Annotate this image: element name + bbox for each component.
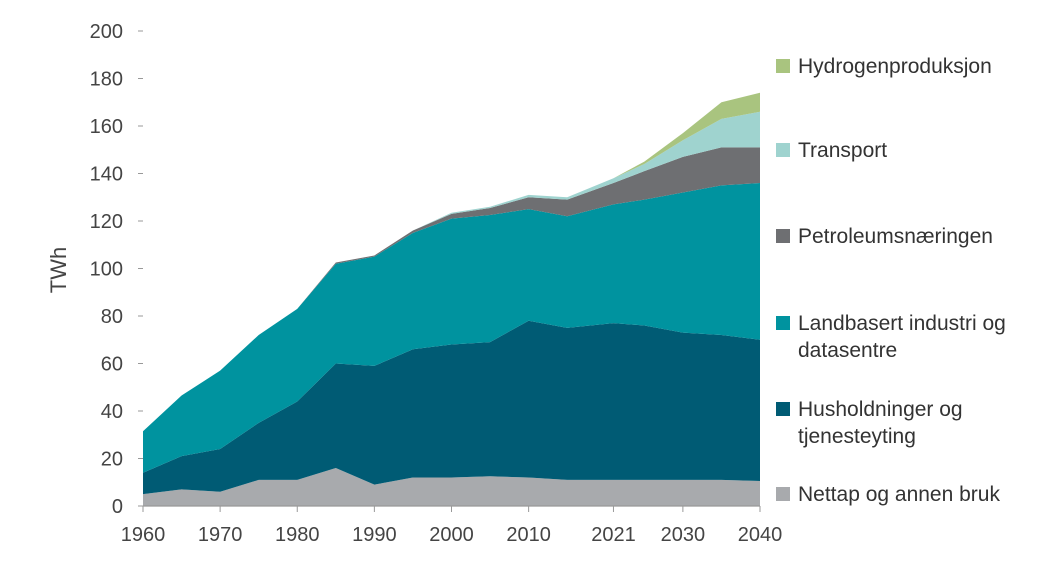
area-series-landbasert-industri-og-datasentre <box>143 183 760 473</box>
legend-label: Husholdninger og tjenesteyting <box>798 396 1053 450</box>
legend: Hydrogenproduksjon Transport Petroleumsn… <box>776 0 1061 568</box>
y-tick-label: 100 <box>90 259 123 281</box>
area-series-nettap-og-annen-bruk <box>143 468 760 506</box>
y-tick-label: 40 <box>101 401 123 423</box>
legend-label: Transport <box>798 137 1053 164</box>
legend-label-line: datasentre <box>798 339 898 362</box>
x-tick-label: 2000 <box>429 524 474 546</box>
legend-swatch <box>776 316 790 330</box>
legend-item-petroleum: Petroleumsnæringen <box>776 223 1053 250</box>
area-series-husholdninger-og-tjenesteyting <box>143 320 760 495</box>
x-tick-label: 2021 <box>591 524 636 546</box>
y-tick-label: 120 <box>90 211 123 233</box>
legend-label: Petroleumsnæringen <box>798 223 1053 250</box>
y-tick-label: 160 <box>90 116 123 138</box>
y-tick-label: 200 <box>90 21 123 43</box>
legend-item-transport: Transport <box>776 137 1053 164</box>
x-tick-label: 2040 <box>738 524 783 546</box>
legend-label-line: Hydrogenproduksjon <box>798 55 992 78</box>
legend-swatch <box>776 229 790 243</box>
legend-item-households: Husholdninger og tjenesteyting <box>776 396 1053 450</box>
legend-item-industry: Landbasert industri og datasentre <box>776 310 1053 364</box>
x-tick-label: 2030 <box>661 524 706 546</box>
legend-item-hydrogen: Hydrogenproduksjon <box>776 53 1053 80</box>
legend-swatch <box>776 487 790 501</box>
x-tick-label: 1970 <box>198 524 243 546</box>
x-tick-label: 1980 <box>275 524 320 546</box>
y-axis-title: TWh <box>46 247 71 293</box>
x-tick-label: 2010 <box>506 524 551 546</box>
y-tick-label: 140 <box>90 164 123 186</box>
x-tick-label: 1960 <box>121 524 166 546</box>
x-tick-label: 1990 <box>352 524 397 546</box>
legend-label-line: Nettap og annen bruk <box>798 483 1000 506</box>
legend-label-line: Petroleumsnæringen <box>798 225 993 248</box>
legend-label: Landbasert industri og datasentre <box>798 310 1053 364</box>
legend-label-line: Landbasert industri og <box>798 312 1006 335</box>
legend-swatch <box>776 143 790 157</box>
y-tick-label: 80 <box>101 306 123 328</box>
area-series-transport <box>143 111 760 432</box>
legend-label: Nettap og annen bruk <box>798 481 1053 508</box>
legend-label-line: tjenesteyting <box>798 425 916 448</box>
y-tick-label: 60 <box>101 354 123 376</box>
area-series-petroleumsnæringen <box>143 147 760 432</box>
legend-swatch <box>776 59 790 73</box>
area-series-hydrogenproduksjon <box>143 92 760 432</box>
legend-swatch <box>776 402 790 416</box>
y-tick-label: 0 <box>112 496 123 518</box>
legend-item-grid-loss: Nettap og annen bruk <box>776 481 1053 508</box>
area-series-group <box>143 92 760 506</box>
y-tick-label: 20 <box>101 449 123 471</box>
legend-label: Hydrogenproduksjon <box>798 53 1053 80</box>
legend-label-line: Transport <box>798 139 888 162</box>
y-tick-label: 180 <box>90 69 123 91</box>
legend-label-line: Husholdninger og <box>798 398 963 421</box>
